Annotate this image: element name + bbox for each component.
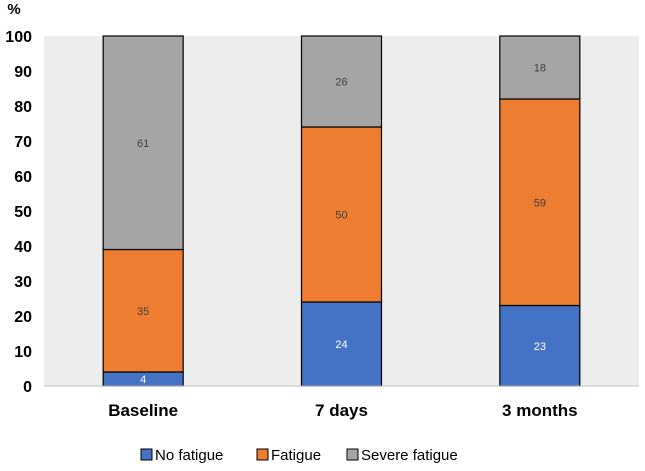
- y-tick-label-100: 100: [5, 29, 32, 46]
- legend-swatch-fatigue: [256, 448, 269, 461]
- data-label-severe-fatigue-0: 61: [137, 138, 149, 150]
- y-tick-label-20: 20: [14, 309, 32, 326]
- y-axis-unit-label: %: [7, 1, 20, 18]
- bar-fatigue-0: [102, 248, 184, 373]
- bar-severe-fatigue-2: [499, 35, 581, 100]
- legend-label-fatigue: Fatigue: [271, 447, 321, 464]
- bar-severe-fatigue-1: [300, 35, 383, 128]
- y-tick-label-70: 70: [14, 134, 32, 151]
- data-label-no-fatigue-1: 24: [335, 339, 347, 351]
- bar-no-fatigue-1: [300, 301, 383, 387]
- y-tick-label-50: 50: [14, 204, 32, 221]
- data-label-fatigue-0: 35: [137, 306, 149, 318]
- y-tick-label-30: 30: [14, 274, 32, 291]
- x-tick-label-2: 3 months: [502, 401, 578, 420]
- y-tick-label-10: 10: [14, 344, 32, 361]
- data-label-fatigue-1: 50: [335, 210, 347, 222]
- bars-layer: 4 35 61 24 50 26 23 59 18: [102, 35, 581, 387]
- legend-swatch-severe-fatigue: [346, 448, 359, 461]
- data-label-severe-fatigue-1: 26: [335, 77, 347, 89]
- data-label-fatigue-2: 59: [534, 197, 546, 209]
- data-label-no-fatigue-2: 23: [534, 341, 546, 353]
- x-tick-label-1: 7 days: [315, 401, 368, 420]
- y-tick-label-80: 80: [14, 99, 32, 116]
- data-label-severe-fatigue-2: 18: [534, 63, 546, 75]
- legend-label-severe-fatigue: Severe fatigue: [361, 447, 458, 464]
- y-tick-label-60: 60: [14, 169, 32, 186]
- legend-swatch-no-fatigue: [140, 448, 153, 461]
- legend-label-no-fatigue: No fatigue: [155, 447, 223, 464]
- legend: No fatigue Fatigue Severe fatigue: [140, 447, 458, 464]
- data-label-no-fatigue-0: 4: [140, 374, 146, 386]
- bar-fatigue-2: [499, 98, 581, 307]
- x-tick-label-0: Baseline: [108, 401, 178, 420]
- y-tick-label-0: 0: [23, 379, 32, 396]
- axis-layer: 0 10 20 30 40 50 60 70 80 90 100 Baseline 7 days 3 mo…: [5, 29, 639, 420]
- y-tick-label-40: 40: [14, 239, 32, 256]
- bar-severe-fatigue-0: [102, 35, 184, 251]
- y-tick-label-90: 90: [14, 64, 32, 81]
- bar-no-fatigue-2: [499, 304, 581, 387]
